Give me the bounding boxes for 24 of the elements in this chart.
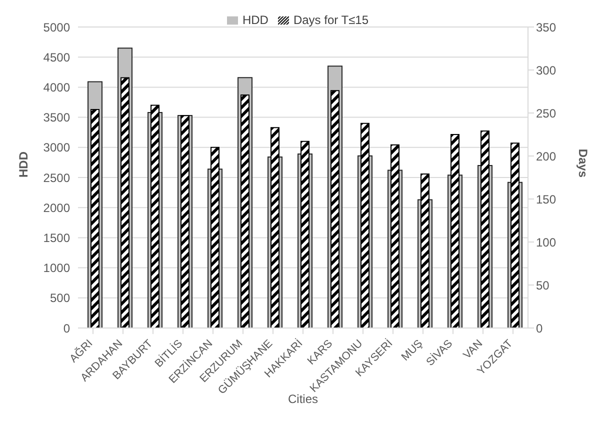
y-tick-label: 4500 [43,50,70,64]
y-axis-title: HDD [16,151,30,178]
y2-tick-label: 50 [536,278,550,292]
y2-tick-label: 100 [536,235,556,250]
y-tick-label: 1000 [43,261,70,276]
y-tick-label: 1500 [43,230,70,245]
y-tick-label: 4000 [43,80,70,94]
y2-tick-label: 300 [536,63,556,78]
y-tick-label: 3000 [43,140,70,155]
y2-axis-title: Days [576,148,590,178]
y-tick-label: 5000 [43,20,70,34]
y-tick-label: 2500 [43,170,70,185]
y-tick-label: 500 [50,291,70,306]
y-tick-label: 0 [63,321,70,336]
legend-label: Days for T≤15 [293,13,369,27]
y-tick-label: 2000 [43,200,70,215]
y2-tick-label: 200 [536,149,556,164]
x-axis-title: Cities [288,392,318,406]
y2-tick-label: 350 [536,20,556,34]
y2-tick-label: 0 [536,321,543,336]
y-tick-label: 3500 [43,110,70,125]
legend-label: HDD [242,13,268,27]
y2-tick-label: 150 [536,192,556,206]
y2-tick-label: 250 [536,106,556,120]
